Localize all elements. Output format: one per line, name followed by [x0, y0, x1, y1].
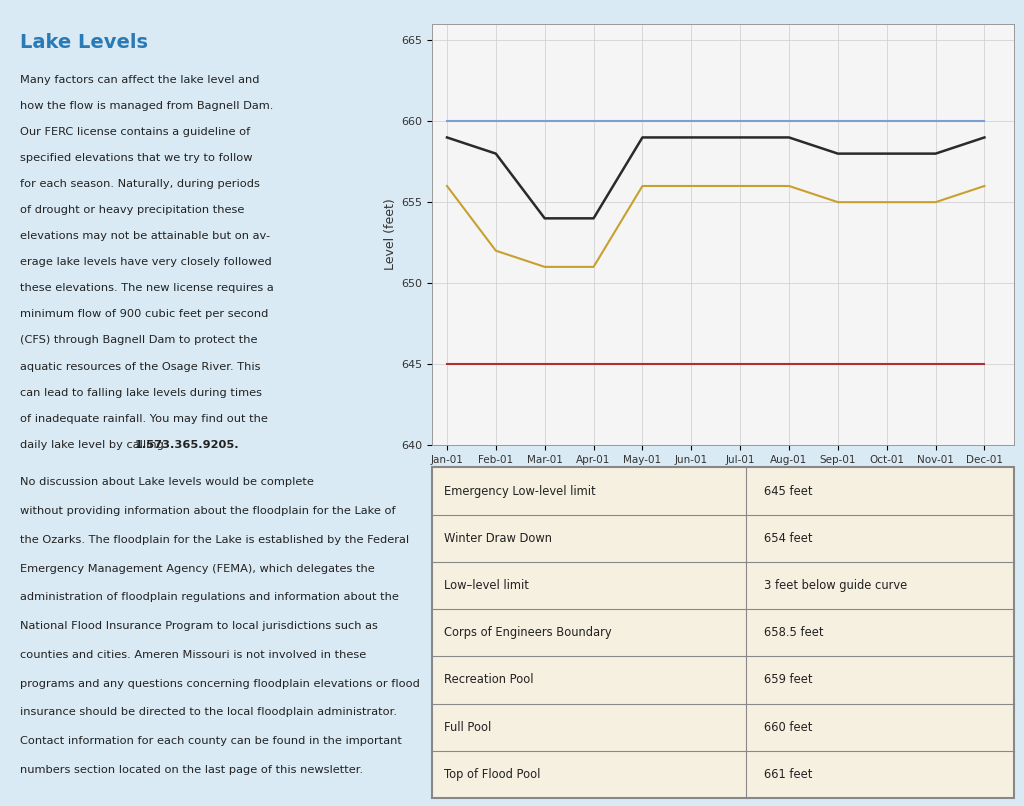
Text: Recreation Pool: Recreation Pool	[444, 673, 534, 687]
Text: daily lake level by calling: daily lake level by calling	[20, 440, 168, 450]
Text: minimum flow of 900 cubic feet per second: minimum flow of 900 cubic feet per secon…	[20, 310, 269, 319]
Text: insurance should be directed to the local floodplain administrator.: insurance should be directed to the loca…	[20, 708, 397, 717]
Text: Corps of Engineers Boundary: Corps of Engineers Boundary	[444, 626, 611, 639]
Text: 3 feet below guide curve: 3 feet below guide curve	[764, 579, 907, 592]
Text: administration of floodplain regulations and information about the: administration of floodplain regulations…	[20, 592, 399, 602]
Text: how the flow is managed from Bagnell Dam.: how the flow is managed from Bagnell Dam…	[20, 101, 273, 110]
Text: counties and cities. Ameren Missouri is not involved in these: counties and cities. Ameren Missouri is …	[20, 650, 367, 660]
Text: the Ozarks. The floodplain for the Lake is established by the Federal: the Ozarks. The floodplain for the Lake …	[20, 535, 410, 545]
Text: 658.5 feet: 658.5 feet	[764, 626, 823, 639]
Text: 654 feet: 654 feet	[764, 532, 812, 545]
Text: Contact information for each county can be found in the important: Contact information for each county can …	[20, 736, 402, 746]
X-axis label: Date: Date	[707, 469, 739, 483]
Text: erage lake levels have very closely followed: erage lake levels have very closely foll…	[20, 257, 272, 268]
Text: of inadequate rainfall. You may find out the: of inadequate rainfall. You may find out…	[20, 413, 268, 424]
Text: Many factors can affect the lake level and: Many factors can affect the lake level a…	[20, 75, 260, 85]
Text: No discussion about Lake levels would be complete: No discussion about Lake levels would be…	[20, 477, 314, 488]
Text: 661 feet: 661 feet	[764, 768, 812, 781]
Text: can lead to falling lake levels during times: can lead to falling lake levels during t…	[20, 388, 262, 397]
Text: aquatic resources of the Osage River. This: aquatic resources of the Osage River. Th…	[20, 362, 261, 372]
Text: these elevations. The new license requires a: these elevations. The new license requir…	[20, 284, 274, 293]
Text: Lake Levels: Lake Levels	[20, 32, 148, 52]
Text: numbers section located on the last page of this newsletter.: numbers section located on the last page…	[20, 765, 364, 775]
Text: (CFS) through Bagnell Dam to protect the: (CFS) through Bagnell Dam to protect the	[20, 335, 258, 346]
Text: 645 feet: 645 feet	[764, 484, 812, 497]
Text: Emergency Management Agency (FEMA), which delegates the: Emergency Management Agency (FEMA), whic…	[20, 563, 375, 574]
Text: Winter Draw Down: Winter Draw Down	[444, 532, 552, 545]
Text: programs and any questions concerning floodplain elevations or flood: programs and any questions concerning fl…	[20, 679, 421, 688]
Text: of drought or heavy precipitation these: of drought or heavy precipitation these	[20, 205, 245, 215]
Text: specified elevations that we try to follow: specified elevations that we try to foll…	[20, 153, 253, 163]
Text: 659 feet: 659 feet	[764, 673, 812, 687]
Text: Emergency Low-level limit: Emergency Low-level limit	[444, 484, 596, 497]
Text: National Flood Insurance Program to local jurisdictions such as: National Flood Insurance Program to loca…	[20, 621, 378, 631]
Text: for each season. Naturally, during periods: for each season. Naturally, during perio…	[20, 179, 260, 189]
Text: Top of Flood Pool: Top of Flood Pool	[444, 768, 541, 781]
Text: elevations may not be attainable but on av-: elevations may not be attainable but on …	[20, 231, 270, 241]
Text: 660 feet: 660 feet	[764, 721, 812, 733]
Y-axis label: Level (feet): Level (feet)	[384, 198, 397, 270]
Text: 1.573.365.9205.: 1.573.365.9205.	[134, 440, 239, 450]
Text: Our FERC license contains a guideline of: Our FERC license contains a guideline of	[20, 127, 251, 137]
Text: without providing information about the floodplain for the Lake of: without providing information about the …	[20, 506, 396, 516]
Text: Full Pool: Full Pool	[444, 721, 492, 733]
Text: Low–level limit: Low–level limit	[444, 579, 528, 592]
